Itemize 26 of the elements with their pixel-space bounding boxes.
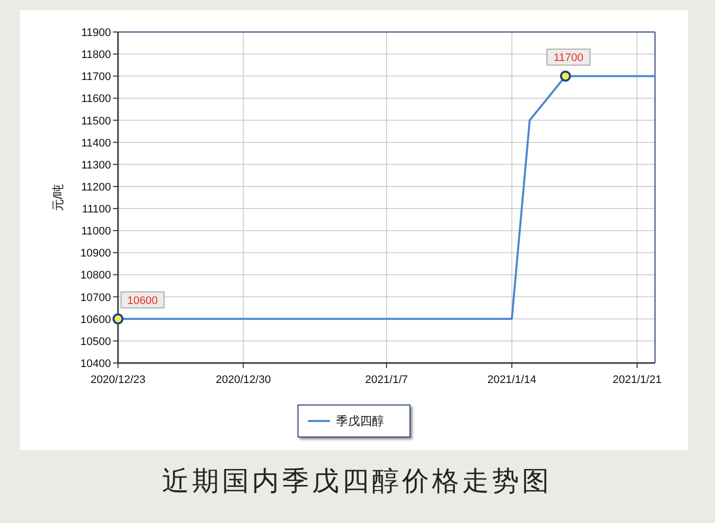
y-tick-label: 11500 xyxy=(81,115,111,128)
data-label: 11700 xyxy=(554,52,584,64)
y-tick-label: 11100 xyxy=(82,204,111,216)
y-tick-label: 11300 xyxy=(81,159,111,172)
y-tick-label: 11400 xyxy=(81,137,111,150)
y-tick-label: 11200 xyxy=(81,181,111,194)
x-tick-label: 2021/1/21 xyxy=(612,374,662,386)
text: 近期国内季戊四醇价格走势图 xyxy=(162,466,552,496)
y-tick-label: 11000 xyxy=(81,226,111,238)
y-tick-label: 10900 xyxy=(80,248,111,260)
legend-label: 季戊四醇 xyxy=(336,414,384,428)
y-axis-title: 元/吨 xyxy=(51,184,65,212)
y-tick-label: 10700 xyxy=(80,292,111,304)
x-tick-label: 2021/1/14 xyxy=(487,374,536,386)
y-tick-label: 10600 xyxy=(80,314,111,326)
x-tick-label: 2021/1/7 xyxy=(365,374,408,386)
y-tick-label: 10400 xyxy=(80,358,111,370)
y-tick-label: 10800 xyxy=(80,270,111,282)
y-tick-label: 10500 xyxy=(80,336,111,348)
data-label: 10600 xyxy=(127,294,158,307)
y-tick-label: 11600 xyxy=(81,93,111,106)
x-tick-label: 2020/12/23 xyxy=(90,374,146,386)
y-tick-label: 11800 xyxy=(81,49,111,62)
y-tick-label: 11900 xyxy=(81,27,111,39)
x-tick-label: 2020/12/30 xyxy=(216,374,271,386)
y-tick-label: 11700 xyxy=(81,71,111,84)
